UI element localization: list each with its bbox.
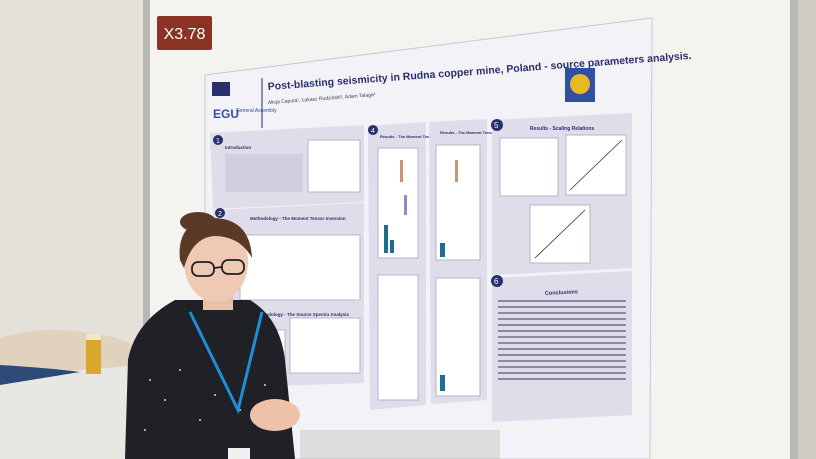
conclusions-title: Conclusions xyxy=(545,289,578,297)
section-introduction: 1 Introduction xyxy=(210,125,364,209)
lanyard xyxy=(188,311,264,415)
person xyxy=(125,212,300,459)
board-label-text: X3.78 xyxy=(164,26,206,43)
histogram-bar xyxy=(440,375,445,391)
introduction-title: Introduction xyxy=(225,145,251,150)
egu-logo-text: EGU xyxy=(213,107,239,121)
section-results-scaling: 5 Results - Scaling Relations xyxy=(491,113,632,275)
histogram-bar xyxy=(404,195,407,215)
histogram-bar xyxy=(455,160,458,182)
methodology-tensor-title: Methodology - The Moment Tensor Inversio… xyxy=(250,216,346,221)
histogram-bar xyxy=(390,240,394,253)
jacket-on-table xyxy=(0,329,140,372)
methodology-source-title: Methodology - The Source Spectra Analysi… xyxy=(255,312,349,317)
section-2-number: 2 xyxy=(218,211,222,218)
glass-of-beer xyxy=(86,338,101,374)
name-badge xyxy=(228,448,250,459)
person-face xyxy=(184,222,248,302)
section-conclusions: 6 Conclusions xyxy=(491,271,632,422)
board-label: X3.78 xyxy=(157,16,212,50)
glasses-icon xyxy=(191,259,245,277)
section-results-mt-2: Results - The Moment Tensor Decompositio… xyxy=(429,119,526,404)
tensor-diagram xyxy=(239,234,361,301)
section-6-number: 6 xyxy=(494,277,499,286)
histogram-bar xyxy=(400,160,403,182)
section-5-number: 5 xyxy=(494,121,499,130)
results-mt-1-title: Results - The Moment Tensor Decompositio… xyxy=(380,134,466,139)
spectra-plot xyxy=(289,317,361,374)
section-4-number: 4 xyxy=(371,128,375,135)
histogram-bar xyxy=(384,225,388,253)
histogram-bar xyxy=(440,243,445,257)
scaling-plot xyxy=(499,137,559,197)
results-mt-2-title: Results - The Moment Tensor Decompositio… xyxy=(440,130,526,135)
section-1-number: 1 xyxy=(216,138,220,145)
results-scaling-title: Results - Scaling Relations xyxy=(530,126,594,132)
section-results-mt-1: 4 Results - The Moment Tensor Decomposit… xyxy=(368,122,466,410)
person-hands xyxy=(250,399,300,431)
egu-logo-subtitle: General Assembly xyxy=(236,108,277,114)
egu-badge-circle-icon xyxy=(570,74,590,94)
institute-logo xyxy=(212,82,230,96)
section-methodology-tensor: 2 Methodology - The Moment Tensor Invers… xyxy=(213,203,364,312)
introduction-map xyxy=(307,139,361,193)
